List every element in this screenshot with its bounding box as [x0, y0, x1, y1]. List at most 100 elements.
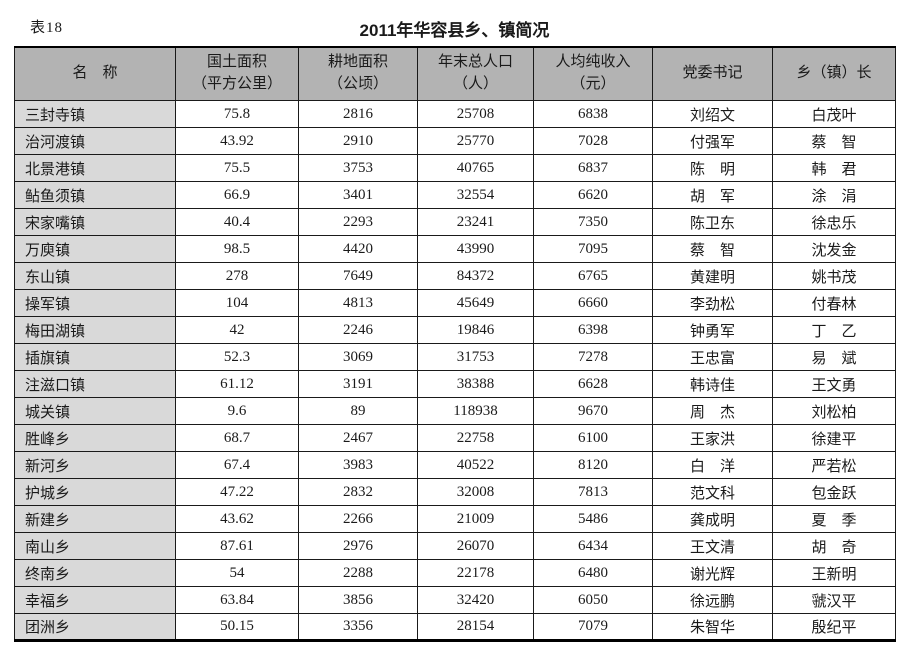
population-cell: 45649 — [417, 289, 534, 317]
col-header-township-head: 乡（镇）长 — [772, 46, 896, 101]
caption-row: 表18 2011年华容县乡、镇简况 — [0, 0, 909, 46]
cultivated-area-cell: 2266 — [298, 505, 418, 533]
population-cell: 23241 — [417, 208, 534, 236]
township-head-cell: 丁 乙 — [772, 316, 896, 344]
population-cell: 40522 — [417, 451, 534, 479]
land-area-cell: 68.7 — [175, 424, 299, 452]
party-secretary-cell: 王文清 — [652, 532, 773, 560]
party-secretary-cell: 蔡 智 — [652, 235, 773, 263]
cultivated-area-cell: 3753 — [298, 154, 418, 182]
population-cell: 25770 — [417, 127, 534, 155]
table-row: 新建乡 43.62 2266 21009 5486 龚成明夏 季 — [14, 505, 896, 533]
population-cell: 38388 — [417, 370, 534, 398]
land-area-cell: 52.3 — [175, 343, 299, 371]
land-area-cell: 43.92 — [175, 127, 299, 155]
cultivated-area-cell: 7649 — [298, 262, 418, 290]
population-cell: 26070 — [417, 532, 534, 560]
col-header-line: 国土面积 — [206, 54, 267, 71]
party-secretary-cell: 朱智华 — [652, 613, 773, 641]
land-area-cell: 61.12 — [175, 370, 299, 398]
township-name-cell: 鲇鱼须镇 — [14, 181, 176, 209]
township-name-cell: 治河渡镇 — [14, 127, 176, 155]
township-head-cell: 包金跃 — [772, 478, 896, 506]
population-cell: 21009 — [417, 505, 534, 533]
table-row: 三封寺镇 75.8 2816 25708 6838 刘绍文 白茂叶 — [14, 100, 896, 128]
col-header-population: 年末总人口 （人） — [417, 46, 534, 101]
cultivated-area-cell: 3356 — [298, 613, 418, 641]
col-header-line: 年末总人口 — [437, 54, 513, 71]
party-secretary-cell: 范文科 — [652, 478, 773, 506]
township-name-cell: 新建乡 — [14, 505, 176, 533]
land-area-cell: 9.6 — [175, 397, 299, 425]
party-secretary-cell: 白 洋 — [652, 451, 773, 479]
township-name-cell: 万庾镇 — [14, 235, 176, 263]
township-name-cell: 插旗镇 — [14, 343, 176, 371]
col-header-line: 名 称 — [72, 65, 118, 82]
party-secretary-cell: 陈 明 — [652, 154, 773, 182]
table-row: 终南乡 54 2288 22178 6480 谢光辉 王新明 — [14, 559, 896, 587]
cultivated-area-cell: 4420 — [298, 235, 418, 263]
party-secretary-cell: 周 杰 — [652, 397, 773, 425]
income-cell: 7095 — [533, 235, 653, 263]
population-cell: 22178 — [417, 559, 534, 587]
cultivated-area-cell: 2832 — [298, 478, 418, 506]
table-number: 表18 — [30, 20, 64, 36]
table-row: 护城乡 47.22 2832 32008 7813 范文科 包金跃 — [14, 478, 896, 506]
table-row: 城关镇 9.6 89 118938 9670 周 杰刘松柏 — [14, 397, 896, 425]
income-cell: 6100 — [533, 424, 653, 452]
col-header-land-area: 国土面积 （平方公里） — [175, 46, 299, 101]
population-cell: 22758 — [417, 424, 534, 452]
table-row: 南山乡 87.61 2976 26070 6434 王文清胡 奇 — [14, 532, 896, 560]
township-name-cell: 注滋口镇 — [14, 370, 176, 398]
township-name-cell: 梅田湖镇 — [14, 316, 176, 344]
income-cell: 7350 — [533, 208, 653, 236]
land-area-cell: 40.4 — [175, 208, 299, 236]
page-title: 2011年华容县乡、镇简况 — [359, 21, 550, 40]
income-cell: 6434 — [533, 532, 653, 560]
township-head-cell: 王文勇 — [772, 370, 896, 398]
party-secretary-cell: 胡 军 — [652, 181, 773, 209]
cultivated-area-cell: 2976 — [298, 532, 418, 560]
income-cell: 6620 — [533, 181, 653, 209]
income-cell: 6660 — [533, 289, 653, 317]
cultivated-area-cell: 2293 — [298, 208, 418, 236]
township-name-cell: 终南乡 — [14, 559, 176, 587]
cultivated-area-cell: 3191 — [298, 370, 418, 398]
table-row: 梅田湖镇 42 2246 19846 6398 钟勇军丁 乙 — [14, 316, 896, 344]
party-secretary-cell: 黄建明 — [652, 262, 773, 290]
table-row: 新河乡 67.4 3983 40522 8120 白 洋严若松 — [14, 451, 896, 479]
township-name-cell: 操军镇 — [14, 289, 176, 317]
table-row: 胜峰乡 68.7 2467 22758 6100 王家洪 徐建平 — [14, 424, 896, 452]
township-head-cell: 严若松 — [772, 451, 896, 479]
party-secretary-cell: 韩诗佳 — [652, 370, 773, 398]
header-row: 名 称 国土面积 （平方公里） 耕地面积 （公顷） 年末总人口 （人） 人均纯收… — [14, 46, 896, 101]
party-secretary-cell: 徐远鹏 — [652, 586, 773, 614]
cultivated-area-cell: 2467 — [298, 424, 418, 452]
townships-table: 名 称 国土面积 （平方公里） 耕地面积 （公顷） 年末总人口 （人） 人均纯收… — [14, 46, 896, 642]
col-header-line: （平方公里） — [191, 76, 282, 92]
township-head-cell: 付春林 — [772, 289, 896, 317]
township-head-cell: 胡 奇 — [772, 532, 896, 560]
township-head-cell: 沈发金 — [772, 235, 896, 263]
land-area-cell: 104 — [175, 289, 299, 317]
party-secretary-cell: 龚成明 — [652, 505, 773, 533]
land-area-cell: 87.61 — [175, 532, 299, 560]
township-name-cell: 新河乡 — [14, 451, 176, 479]
col-header-line: （元） — [570, 76, 616, 92]
cultivated-area-cell: 2910 — [298, 127, 418, 155]
township-head-cell: 徐忠乐 — [772, 208, 896, 236]
township-head-cell: 白茂叶 — [772, 100, 896, 128]
cultivated-area-cell: 2816 — [298, 100, 418, 128]
township-head-cell: 王新明 — [772, 559, 896, 587]
party-secretary-cell: 王家洪 — [652, 424, 773, 452]
cultivated-area-cell: 3983 — [298, 451, 418, 479]
income-cell: 6628 — [533, 370, 653, 398]
township-head-cell: 韩 君 — [772, 154, 896, 182]
income-cell: 8120 — [533, 451, 653, 479]
population-cell: 25708 — [417, 100, 534, 128]
township-head-cell: 徐建平 — [772, 424, 896, 452]
population-cell: 19846 — [417, 316, 534, 344]
township-head-cell: 涂 涓 — [772, 181, 896, 209]
party-secretary-cell: 李劲松 — [652, 289, 773, 317]
